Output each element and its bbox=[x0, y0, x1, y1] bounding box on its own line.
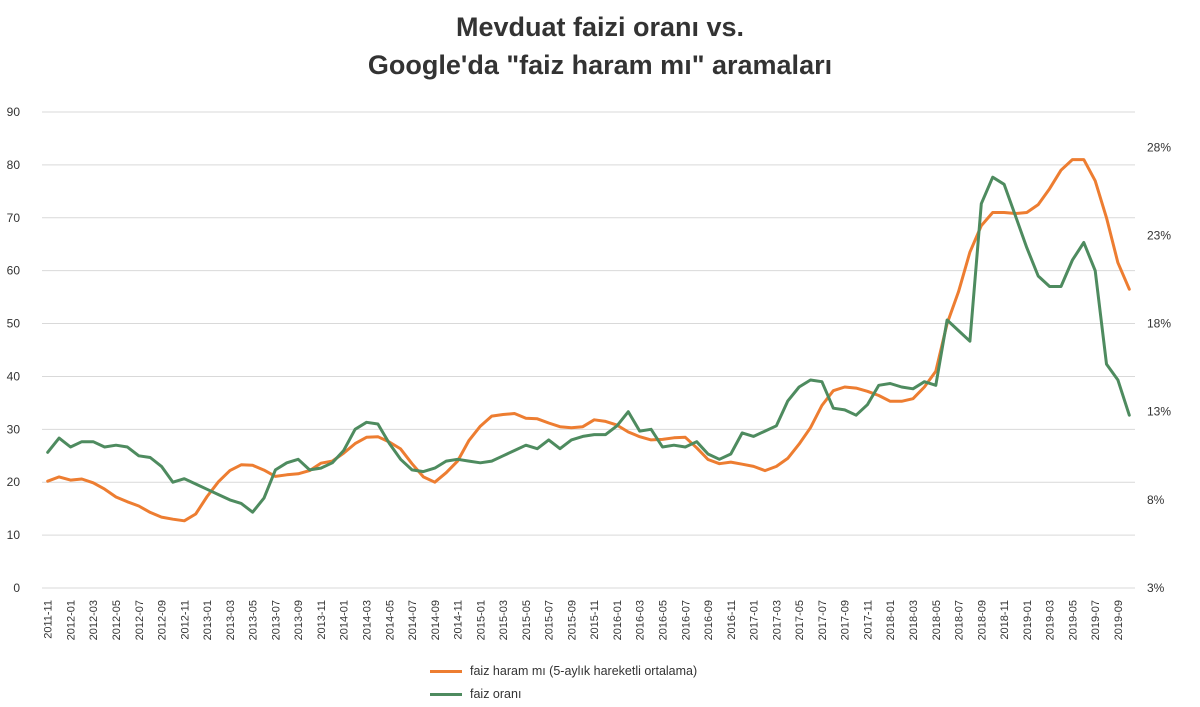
x-tick-label: 2019-09 bbox=[1113, 600, 1125, 640]
x-tick-label: 2015-03 bbox=[498, 600, 510, 640]
legend-label-2: faiz oranı bbox=[470, 687, 522, 701]
x-tick-label: 2017-11 bbox=[862, 600, 874, 640]
x-tick-label: 2019-01 bbox=[1022, 600, 1034, 640]
x-tick-label: 2018-05 bbox=[931, 600, 943, 640]
x-tick-label: 2018-03 bbox=[908, 600, 920, 640]
x-tick-label: 2015-07 bbox=[544, 600, 556, 640]
x-tick-label: 2015-05 bbox=[521, 600, 533, 640]
x-tick-label: 2013-01 bbox=[202, 600, 214, 640]
left-tick-label: 30 bbox=[7, 422, 21, 436]
right-tick-label: 3% bbox=[1147, 581, 1165, 595]
x-tick-label: 2016-05 bbox=[658, 600, 670, 640]
x-tick-label: 2019-05 bbox=[1067, 600, 1079, 640]
x-tick-label: 2012-01 bbox=[65, 600, 77, 640]
left-tick-label: 0 bbox=[13, 581, 20, 595]
x-tick-label: 2016-11 bbox=[726, 600, 738, 640]
left-tick-label: 40 bbox=[7, 369, 21, 383]
right-tick-label: 8% bbox=[1147, 493, 1165, 507]
right-tick-label: 28% bbox=[1147, 140, 1171, 154]
left-tick-label: 50 bbox=[7, 317, 21, 331]
x-tick-label: 2013-11 bbox=[316, 600, 328, 640]
right-tick-label: 13% bbox=[1147, 405, 1171, 419]
x-tick-label: 2015-01 bbox=[475, 600, 487, 640]
legend-label-1: faiz haram mı (5-aylık hareketli ortalam… bbox=[470, 664, 698, 678]
right-y-axis: 3% 8% 13% 18% 23% 28% bbox=[1147, 140, 1171, 595]
gridlines bbox=[42, 111, 1135, 589]
x-tick-label: 2017-01 bbox=[749, 600, 761, 640]
legend-swatch-1 bbox=[430, 669, 462, 673]
x-tick-label: 2018-11 bbox=[999, 600, 1011, 640]
left-y-axis: 0 10 20 30 40 50 60 70 80 90 bbox=[7, 105, 21, 595]
x-tick-label: 2018-07 bbox=[954, 600, 966, 640]
x-axis: 2011-11 2012-01 2012-03 2012-05 2012-07 2012-… bbox=[43, 600, 1125, 640]
x-tick-label: 2014-07 bbox=[407, 600, 419, 640]
series-line-2 bbox=[46, 175, 1131, 514]
x-tick-label: 2019-07 bbox=[1090, 600, 1102, 640]
x-tick-label: 2014-09 bbox=[430, 600, 442, 640]
left-tick-label: 80 bbox=[7, 158, 21, 172]
right-tick-label: 18% bbox=[1147, 317, 1171, 331]
x-tick-label: 2014-03 bbox=[361, 600, 373, 640]
x-tick-label: 2012-11 bbox=[179, 600, 191, 640]
x-tick-label: 2013-09 bbox=[293, 600, 305, 640]
x-tick-label: 2012-09 bbox=[157, 600, 169, 640]
x-tick-label: 2018-09 bbox=[976, 600, 988, 640]
chart-title: Mevduat faizi oranı vs. Google'da "faiz … bbox=[0, 8, 1200, 84]
x-tick-label: 2012-05 bbox=[111, 600, 123, 640]
x-tick-label: 2013-05 bbox=[248, 600, 260, 640]
series-line-1 bbox=[46, 158, 1131, 523]
x-tick-label: 2015-11 bbox=[589, 600, 601, 640]
x-tick-label: 2012-03 bbox=[88, 600, 100, 640]
x-tick-label: 2016-01 bbox=[612, 600, 624, 640]
x-tick-label: 2015-09 bbox=[566, 600, 578, 640]
legend-item-2: faiz oranı bbox=[430, 687, 521, 701]
left-tick-label: 70 bbox=[7, 211, 21, 225]
left-tick-label: 10 bbox=[7, 528, 21, 542]
x-tick-label: 2013-07 bbox=[270, 600, 282, 640]
chart-title-line-1: Mevduat faizi oranı vs. bbox=[455, 12, 745, 42]
x-tick-label: 2016-03 bbox=[635, 600, 647, 640]
x-tick-label: 2016-09 bbox=[703, 600, 715, 640]
series-lines bbox=[46, 158, 1131, 523]
x-tick-label: 2017-07 bbox=[817, 600, 829, 640]
x-tick-label: 2014-05 bbox=[384, 600, 396, 640]
x-tick-label: 2017-09 bbox=[840, 600, 852, 640]
x-tick-label: 2017-05 bbox=[794, 600, 806, 640]
x-tick-label: 2016-07 bbox=[680, 600, 692, 640]
x-tick-label: 2014-11 bbox=[453, 600, 465, 640]
chart-title-line-2: Google'da "faiz haram mı" aramaları bbox=[367, 50, 833, 80]
x-tick-label: 2012-07 bbox=[134, 600, 146, 640]
left-tick-label: 60 bbox=[7, 264, 21, 278]
x-tick-label: 2018-01 bbox=[885, 600, 897, 640]
left-tick-label: 20 bbox=[7, 475, 21, 489]
x-tick-label: 2014-01 bbox=[339, 600, 351, 640]
right-tick-label: 23% bbox=[1147, 228, 1171, 242]
legend-swatch-2 bbox=[430, 692, 462, 696]
left-tick-label: 90 bbox=[7, 105, 21, 119]
x-tick-label: 2019-03 bbox=[1045, 600, 1057, 640]
legend-item-1: faiz haram mı (5-aylık hareketli ortalam… bbox=[430, 664, 697, 678]
x-tick-label: 2013-03 bbox=[225, 600, 237, 640]
x-tick-label: 2017-03 bbox=[771, 600, 783, 640]
x-tick-label: 2011-11 bbox=[43, 600, 55, 639]
